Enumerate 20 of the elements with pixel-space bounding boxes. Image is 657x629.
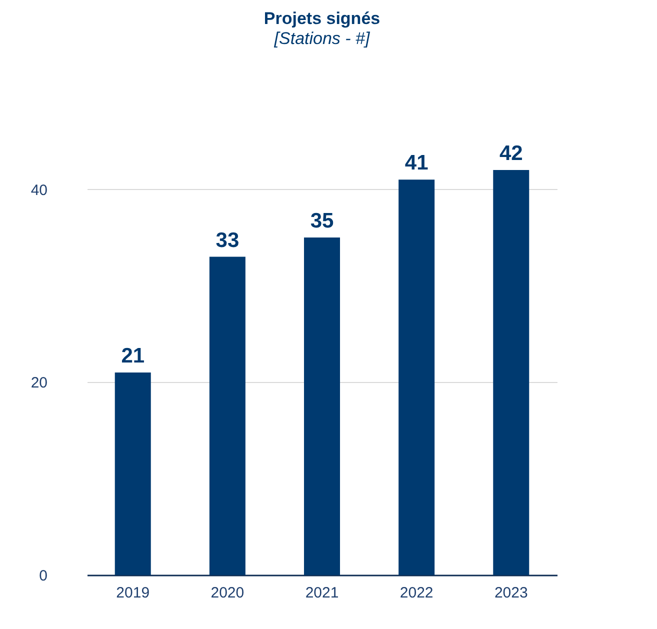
- data-label: 41: [404, 152, 429, 175]
- data-label: 35: [310, 210, 334, 232]
- x-tick-label: 2022: [400, 584, 434, 602]
- x-tick-label: 2019: [116, 584, 150, 602]
- bar: [209, 256, 246, 575]
- y-tick-label: 40: [30, 182, 48, 199]
- chart-title: Projets signés: [264, 9, 380, 28]
- x-tick-label: 2021: [305, 584, 339, 602]
- y-tick-label: 0: [39, 568, 48, 584]
- bar: [304, 238, 340, 575]
- chart-subtitle: [Stations - #]: [273, 29, 371, 48]
- x-tick-label: 2023: [494, 584, 528, 602]
- bar: [493, 170, 530, 575]
- y-tick-label: 20: [30, 374, 48, 392]
- data-label: 42: [499, 142, 523, 165]
- data-label: 33: [216, 228, 240, 252]
- bar: [398, 180, 435, 575]
- data-label: 21: [121, 344, 145, 368]
- x-tick-label: 2020: [210, 584, 244, 602]
- bar: [114, 372, 151, 575]
